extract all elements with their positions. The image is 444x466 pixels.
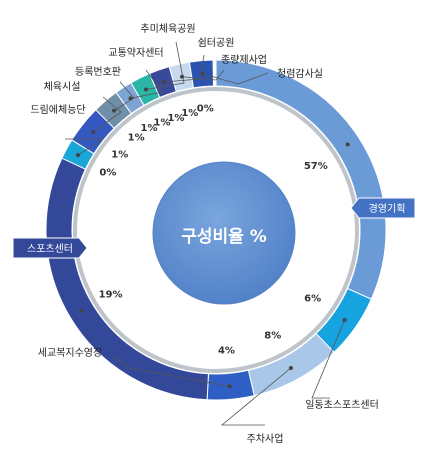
category-label-10: 쉼터공원	[198, 37, 235, 49]
leader-line-11	[181, 69, 225, 81]
leader-dot-1	[342, 318, 347, 323]
pct-label-6: 1%	[111, 149, 128, 160]
leader-line-10	[163, 54, 205, 83]
pct-label-3: 4%	[218, 346, 235, 357]
center-disc	[152, 161, 296, 305]
category-label-6: 체육시설	[44, 81, 81, 93]
category-label-8: 교통약자센터	[108, 47, 163, 59]
leader-line-1	[311, 319, 345, 399]
label-box-4	[12, 237, 88, 259]
category-label-5: 드림에체능단	[30, 104, 85, 116]
leader-dot-0	[345, 142, 350, 147]
chart-title: 구성비율 %	[181, 227, 267, 247]
category-label-4: 스포츠센터	[27, 243, 73, 255]
pct-label-5: 0%	[99, 167, 116, 178]
category-label-1: 일동초스포츠센터	[305, 399, 379, 411]
category-label-7: 등록번호판	[75, 66, 121, 78]
pct-label-9: 1%	[154, 118, 171, 129]
leader-dot-2	[288, 365, 293, 370]
leader-line-5	[65, 138, 105, 156]
category-label-0: 경영기획	[369, 202, 406, 215]
leader-line-12	[202, 72, 269, 85]
pct-label-7: 1%	[128, 132, 145, 143]
leader-dot-3	[227, 384, 232, 389]
category-label-11: 종량제사업	[221, 53, 267, 66]
leader-line-6	[92, 96, 122, 133]
pct-label-10: 1%	[167, 113, 184, 124]
leader-line-8	[130, 69, 163, 99]
leader-dot-6	[91, 130, 96, 135]
leader-dot-10	[161, 80, 166, 85]
leader-dot-11	[180, 74, 185, 79]
inner-track	[73, 87, 359, 373]
category-label-2: 주차사업	[247, 432, 284, 445]
category-label-3: 세교복지수영장	[38, 347, 102, 359]
pct-label-4: 19%	[99, 289, 123, 300]
leader-line-9	[145, 41, 185, 90]
leader-dot-8	[128, 96, 133, 101]
label-box-0	[350, 197, 416, 219]
leader-dot-5	[76, 153, 81, 158]
leader-dot-12	[200, 71, 205, 76]
leader-dot-4	[79, 308, 84, 313]
leader-line-2	[220, 367, 292, 426]
leader-line-3	[111, 355, 230, 387]
leader-dot-9	[143, 87, 148, 92]
pct-label-11: 1%	[181, 108, 198, 119]
category-label-9: 추미체육공원	[140, 23, 195, 35]
pct-label-0: 57%	[304, 161, 328, 172]
pct-label-2: 8%	[264, 331, 281, 342]
pct-label-1: 6%	[304, 294, 321, 305]
pct-label-12: 0%	[197, 103, 214, 114]
category-label-12: 청렴감사실	[277, 67, 323, 80]
leader-dot-7	[112, 108, 117, 113]
pct-label-8: 1%	[141, 123, 158, 134]
